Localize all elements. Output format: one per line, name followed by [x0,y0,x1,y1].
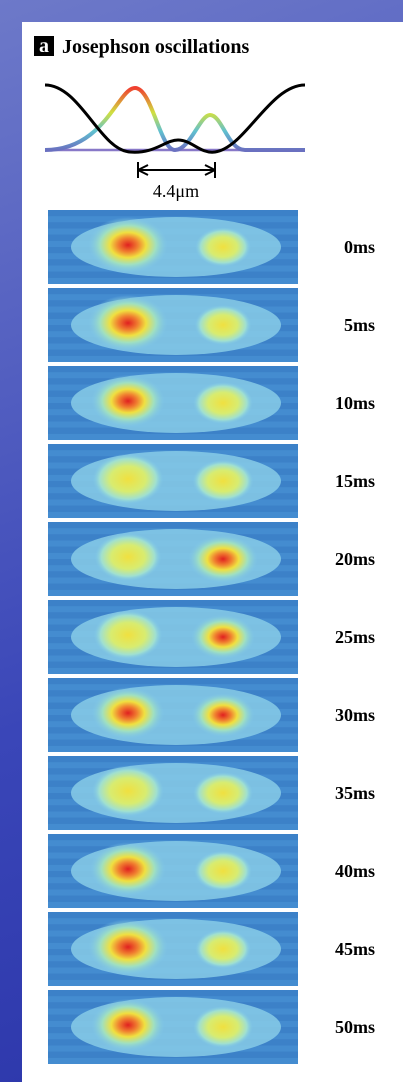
noise-stripe [48,512,298,518]
noise-stripe [48,912,298,918]
noise-stripe [48,746,298,752]
frame-label: 20ms [335,549,375,569]
cloud-left [91,999,165,1051]
cloud-left [91,375,165,427]
noise-stripe [48,834,298,840]
noise-stripe [48,668,298,674]
cloud-left [92,687,165,739]
noise-stripe [48,600,298,606]
noise-stripe [48,980,298,986]
noise-stripe [48,356,298,362]
noise-stripe [48,288,298,294]
noise-stripe [48,590,298,596]
frame-label: 50ms [335,1017,375,1037]
frame-label: 10ms [335,393,375,413]
cloud-right [194,851,252,892]
noise-stripe [48,444,298,450]
frame-label: 5ms [344,315,375,335]
cloud-left [88,217,168,273]
cloud-right [195,305,252,345]
scale-label: 4.4μm [153,181,199,201]
cloud-right [193,772,253,814]
frame-image [48,210,298,284]
cloud-right [193,1006,253,1048]
frame-label: 35ms [335,783,375,803]
frame-image [48,678,298,752]
cloud-left [94,610,163,659]
cloud-right [191,615,255,659]
cloud-right [193,460,254,503]
cloud-left [88,919,168,975]
cloud-right [193,382,253,424]
cloud-left [90,842,166,896]
frame-label: 0ms [344,237,375,257]
page: a Josephson oscillations 4.4μm 0ms 5ms 10m… [0,0,403,1082]
cloud-left [95,533,162,581]
noise-stripe [48,756,298,762]
frame-image [48,756,298,830]
noise-stripe [48,678,298,684]
noise-stripe [48,366,298,372]
noise-stripe [48,1058,298,1064]
frame-image [48,990,298,1064]
frame-image [48,444,298,518]
frame-image [48,288,298,362]
cloud-left [92,765,164,816]
figure: a Josephson oscillations 4.4μm 0ms 5ms 10m… [0,0,403,1082]
cloud-left [93,454,164,505]
noise-stripe [48,990,298,996]
frame-label: 45ms [335,939,375,959]
cloud-right [188,535,258,583]
frame-label: 25ms [335,627,375,647]
frame-image [48,912,298,986]
cloud-right [195,227,251,267]
noise-stripe [48,902,298,908]
noise-stripe [48,824,298,830]
cloud-left [88,295,168,351]
cloud-right [195,929,251,969]
cloud-right [192,693,255,737]
frame-label: 40ms [335,861,375,881]
panel-letter: a [39,35,49,57]
noise-stripe [48,278,298,284]
frame-image [48,366,298,440]
frame-label: 30ms [335,705,375,725]
frame-image [48,834,298,908]
frame-label: 15ms [335,471,375,491]
frame-image [48,600,298,674]
noise-stripe [48,522,298,528]
frame-image [48,522,298,596]
noise-stripe [48,210,298,216]
noise-stripe [48,434,298,440]
panel-title: Josephson oscillations [62,36,249,58]
